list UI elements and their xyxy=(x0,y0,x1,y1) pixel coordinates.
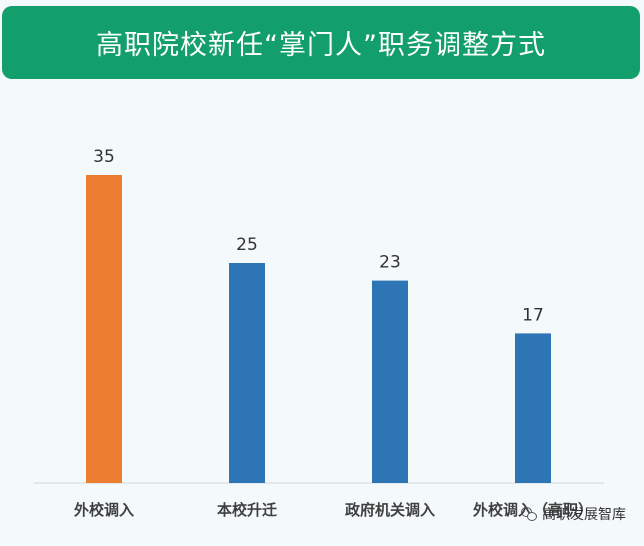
data-label-3: 23 xyxy=(379,253,401,273)
watermark-text: 高职发展智库 xyxy=(542,507,626,523)
chart-area: 35 外校调入 25 本校升迁 23 政府机关调入 17 外校调入（高职） xyxy=(0,82,644,546)
category-label-2: 本校升迁 xyxy=(217,501,277,519)
bar-1 xyxy=(86,175,122,483)
bar-3 xyxy=(372,280,408,483)
category-label-1: 外校调入 xyxy=(73,501,134,519)
category-label-4: 外校调入（高职） xyxy=(472,501,593,519)
bar-2 xyxy=(229,263,265,483)
data-label-2: 25 xyxy=(236,235,258,255)
data-label-1: 35 xyxy=(93,147,115,167)
wechat-icon xyxy=(521,507,537,521)
data-label-4: 17 xyxy=(522,305,544,325)
category-label-3: 政府机关调入 xyxy=(345,501,435,519)
chart-title: 高职院校新任“掌门人”职务调整方式 xyxy=(96,30,546,61)
bar-chart: 35 外校调入 25 本校升迁 23 政府机关调入 17 外校调入（高职） xyxy=(34,147,604,519)
watermark: 高职发展智库 xyxy=(521,504,626,524)
bar-4 xyxy=(515,333,551,483)
title-banner: 高职院校新任“掌门人”职务调整方式 xyxy=(2,6,640,79)
